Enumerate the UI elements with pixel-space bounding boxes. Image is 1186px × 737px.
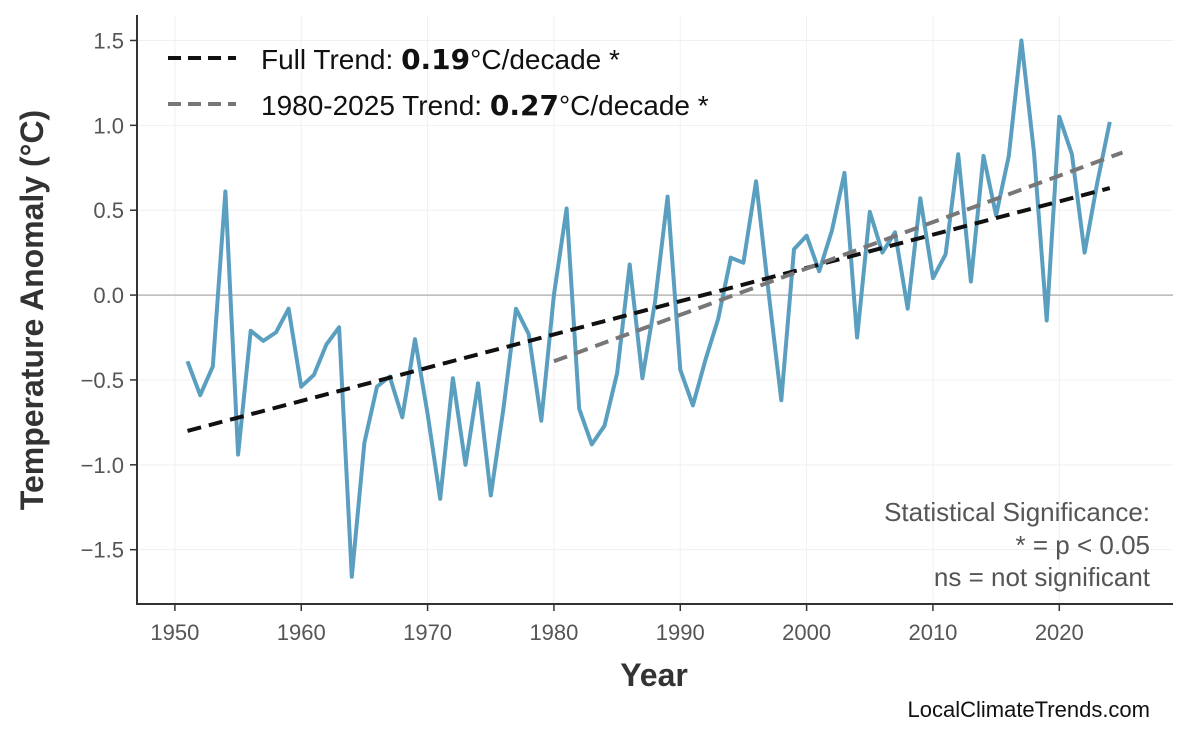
- legend: Full Trend: 0.19°C/decade * 1980-2025 Tr…: [168, 43, 709, 122]
- y-tick-label: 1.0: [93, 113, 124, 138]
- x-axis-ticks: 1950 1960 1970 1980 1990 2000 2010 2020: [150, 604, 1084, 645]
- legend-full-trend-prefix: Full Trend:: [261, 44, 401, 75]
- full-trend-line: [186, 186, 1111, 433]
- anomaly-series-line: [185, 38, 1112, 579]
- legend-recent-trend-prefix: 1980-2025 Trend:: [261, 90, 490, 121]
- x-tick-label: 1990: [656, 620, 705, 645]
- significance-note-p-value: * = p < 0.05: [1016, 530, 1150, 560]
- legend-recent-trend-suffix: °C/decade *: [559, 90, 709, 121]
- significance-note: Statistical Significance: * = p < 0.05 n…: [884, 497, 1151, 592]
- y-axis-ticks: −1.5 −1.0 −0.5 0.0 0.5 1.0 1.5: [81, 28, 137, 563]
- x-tick-label: 1960: [277, 620, 326, 645]
- y-tick-label: 0.0: [93, 283, 124, 308]
- legend-recent-trend-label: 1980-2025 Trend: 0.27°C/decade *: [261, 89, 709, 122]
- x-tick-label: 1970: [403, 620, 452, 645]
- legend-full-trend-label: Full Trend: 0.19°C/decade *: [261, 43, 620, 76]
- legend-full-trend-value: 0.19: [401, 43, 470, 76]
- legend-recent-trend-value: 0.27: [490, 89, 559, 122]
- significance-note-title: Statistical Significance:: [884, 497, 1150, 527]
- y-tick-label: −1.5: [81, 538, 124, 563]
- recent-trend-line: [553, 150, 1124, 364]
- y-axis-title: Temperature Anomaly (°C): [14, 110, 50, 510]
- x-tick-label: 1980: [529, 620, 578, 645]
- y-tick-label: 0.5: [93, 198, 124, 223]
- x-tick-label: 2020: [1035, 620, 1084, 645]
- series-lines: [185, 38, 1124, 579]
- plot-axes: [136, 15, 1173, 605]
- x-tick-label: 1950: [150, 620, 199, 645]
- y-tick-label: −1.0: [81, 453, 124, 478]
- significance-note-ns: ns = not significant: [934, 562, 1151, 592]
- y-tick-label: 1.5: [93, 28, 124, 53]
- x-tick-label: 2000: [782, 620, 831, 645]
- x-tick-label: 2010: [908, 620, 957, 645]
- y-tick-label: −0.5: [81, 368, 124, 393]
- source-credit: LocalClimateTrends.com: [908, 697, 1151, 722]
- x-axis-title: Year: [620, 657, 688, 693]
- legend-full-trend-suffix: °C/decade *: [470, 44, 620, 75]
